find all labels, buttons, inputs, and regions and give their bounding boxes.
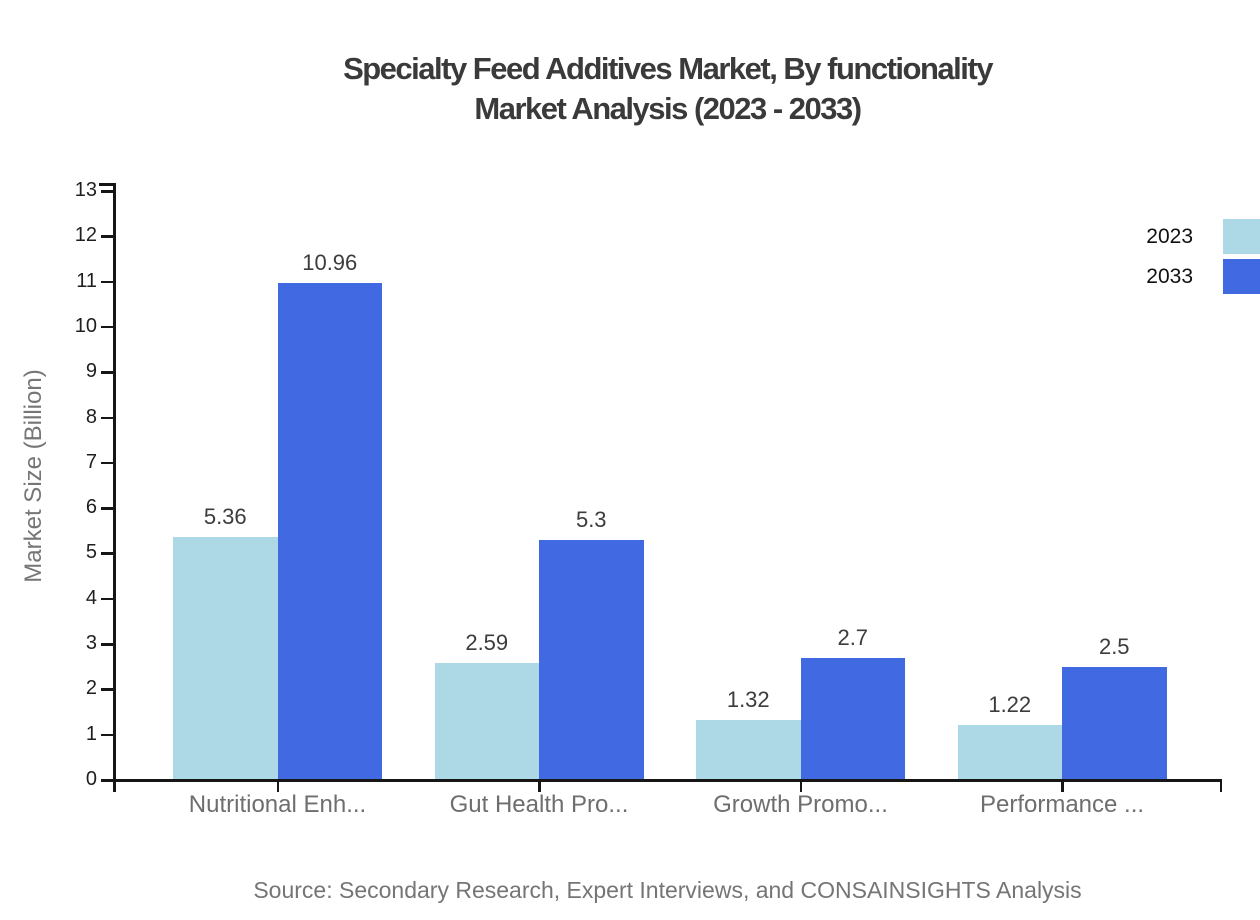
x-tick bbox=[799, 779, 802, 792]
y-tick bbox=[101, 597, 113, 601]
x-axis-category-label: Gut Health Pro... bbox=[449, 791, 629, 818]
y-tick bbox=[101, 688, 113, 691]
y-tick-label: 3 bbox=[85, 632, 97, 655]
y-tick bbox=[101, 325, 113, 329]
bar-2023-3 bbox=[696, 720, 801, 780]
bar-2033-1 bbox=[277, 283, 382, 780]
x-axis-category-label: Nutritional Enh... bbox=[188, 791, 367, 818]
y-tick-label: 10 bbox=[74, 314, 97, 337]
bar-value-label: 5.36 bbox=[203, 504, 247, 530]
x-axis-category-label: Growth Promo... bbox=[713, 791, 888, 818]
y-axis-line bbox=[113, 183, 116, 792]
legend-item-2023: 2023 bbox=[1146, 219, 1260, 254]
y-tick bbox=[101, 280, 113, 284]
bar-value-label: 2.59 bbox=[465, 629, 509, 655]
bar-2033-3 bbox=[800, 657, 905, 780]
legend-swatch-2033 bbox=[1223, 259, 1260, 294]
chart-title-line2: Market Analysis (2023 - 2033) bbox=[474, 91, 862, 126]
y-tick-label: 5 bbox=[85, 541, 97, 564]
bar-2033-4 bbox=[1062, 666, 1167, 780]
y-tick bbox=[101, 507, 113, 510]
x-axis-category-label: Performance ... bbox=[979, 791, 1145, 818]
y-tick-label: 9 bbox=[85, 360, 97, 383]
legend: 2023 2033 bbox=[1146, 219, 1260, 299]
y-tick-label: 11 bbox=[76, 269, 97, 292]
y-tick bbox=[101, 461, 113, 465]
y-tick-label: 6 bbox=[85, 496, 97, 519]
y-tick bbox=[101, 733, 113, 737]
legend-label-2033: 2033 bbox=[1146, 264, 1193, 288]
source-note: Source: Secondary Research, Expert Inter… bbox=[253, 877, 1082, 903]
bar-value-label: 2.7 bbox=[837, 624, 869, 650]
bar-2033-2 bbox=[539, 539, 644, 780]
x-axis-end-tick bbox=[1219, 779, 1222, 792]
x-axis-line bbox=[113, 779, 1222, 782]
bar-value-label: 1.32 bbox=[726, 687, 770, 713]
y-tick-label: 12 bbox=[74, 224, 97, 247]
bar-2023-4 bbox=[957, 724, 1062, 780]
bar-2023-1 bbox=[173, 537, 278, 780]
y-tick-label: 13 bbox=[74, 179, 97, 201]
y-tick-label: 4 bbox=[85, 586, 97, 609]
y-tick bbox=[101, 643, 113, 646]
legend-item-2033: 2033 bbox=[1146, 259, 1260, 294]
y-tick-label: 2 bbox=[85, 677, 97, 700]
y-tick bbox=[101, 552, 113, 555]
bar-value-label: 5.3 bbox=[575, 506, 607, 532]
y-axis-top-cap bbox=[99, 183, 113, 186]
chart-title: Specialty Feed Additives Market, By func… bbox=[113, 49, 1222, 129]
bar-value-label: 2.5 bbox=[1098, 633, 1130, 659]
x-tick bbox=[276, 779, 279, 792]
bar-value-label: 1.22 bbox=[988, 691, 1032, 717]
y-tick bbox=[101, 416, 113, 420]
bar-value-label: 10.96 bbox=[302, 250, 358, 276]
y-tick bbox=[101, 371, 113, 374]
legend-swatch-2023 bbox=[1223, 219, 1260, 254]
y-tick-label: 0 bbox=[85, 768, 97, 790]
y-tick bbox=[101, 779, 113, 782]
y-tick-label: 8 bbox=[85, 405, 97, 428]
chart-title-line1: Specialty Feed Additives Market, By func… bbox=[343, 51, 993, 86]
x-tick bbox=[538, 779, 541, 792]
y-tick bbox=[101, 190, 113, 193]
y-tick bbox=[101, 235, 113, 238]
bar-2023-2 bbox=[434, 662, 539, 780]
y-tick-label: 7 bbox=[85, 450, 97, 473]
y-tick-label: 1 bbox=[85, 722, 97, 745]
legend-label-2023: 2023 bbox=[1146, 224, 1193, 248]
x-tick bbox=[1061, 779, 1064, 792]
